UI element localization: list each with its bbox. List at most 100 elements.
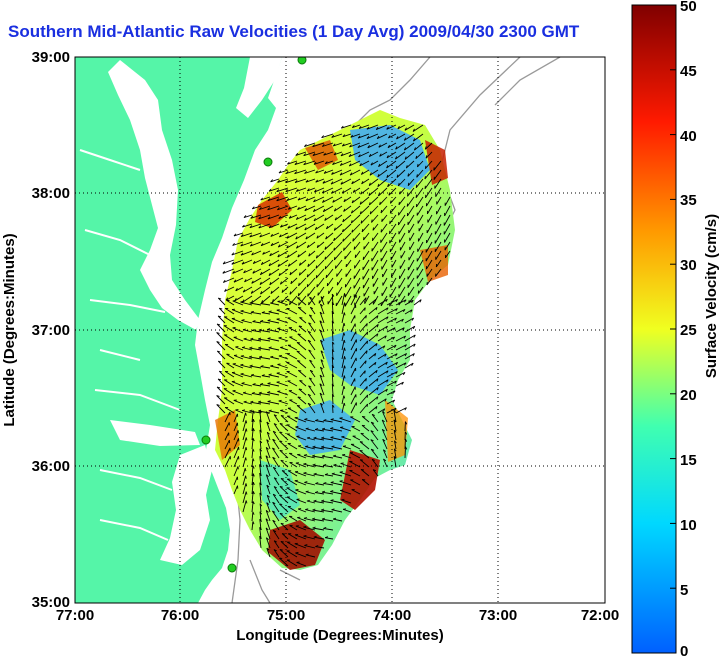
velocity-arrow-head xyxy=(241,409,246,411)
velocity-arrow-head xyxy=(352,189,355,193)
velocity-arrow xyxy=(296,342,307,351)
velocity-arrow-head xyxy=(412,138,416,142)
velocity-arrow xyxy=(377,325,388,333)
velocity-arrow xyxy=(286,433,298,441)
velocity-arrow xyxy=(286,496,298,504)
velocity-arrow-head xyxy=(357,145,361,148)
velocity-arrow-head xyxy=(323,170,327,174)
velocity-arrow-head xyxy=(333,247,335,251)
velocity-arrow xyxy=(349,142,361,148)
velocity-arrow-head xyxy=(411,362,414,367)
velocity-arrow xyxy=(260,366,271,369)
velocity-arrow-head xyxy=(350,210,353,214)
velocity-arrow-head xyxy=(343,247,345,251)
velocity-arrow-head xyxy=(377,183,380,187)
velocity-arrow xyxy=(332,160,343,166)
velocity-arrow-head xyxy=(386,316,389,320)
velocity-arrow-head xyxy=(375,343,378,347)
velocity-arrow-head xyxy=(297,206,300,210)
velocity-arrow-head xyxy=(270,290,273,294)
velocity-arrow-head xyxy=(344,256,346,260)
velocity-arrow xyxy=(278,557,289,567)
velocity-arrow xyxy=(368,406,378,414)
velocity-arrow xyxy=(309,370,316,378)
velocity-arrow xyxy=(294,160,307,166)
velocity-arrow xyxy=(344,250,352,260)
velocity-arrow xyxy=(308,322,316,333)
velocity-arrow xyxy=(233,456,239,468)
velocity-arrow-head xyxy=(258,400,262,403)
velocity-arrow-head xyxy=(321,135,325,139)
velocity-arrow-head xyxy=(303,471,307,474)
velocity-arrow xyxy=(297,517,307,522)
velocity-arrow xyxy=(296,435,307,441)
velocity-arrow xyxy=(350,378,356,387)
velocity-arrow-head xyxy=(259,535,262,539)
velocity-arrow-head xyxy=(281,470,286,472)
velocity-arrow-head xyxy=(249,355,253,358)
velocity-arrow-head xyxy=(332,143,336,147)
velocity-arrow xyxy=(265,518,271,531)
velocity-arrow xyxy=(386,336,395,342)
velocity-arrow xyxy=(330,178,343,185)
velocity-arrow-head xyxy=(252,458,255,462)
velocity-arrow xyxy=(260,241,271,247)
velocity-arrow xyxy=(377,178,388,188)
velocity-arrow xyxy=(333,464,343,468)
velocity-arrow-head xyxy=(325,226,329,230)
velocity-arrow xyxy=(416,259,424,271)
velocity-arrow xyxy=(433,160,442,171)
velocity-arrow xyxy=(272,530,280,540)
velocity-arrow-head xyxy=(375,126,379,130)
velocity-arrow-head xyxy=(411,317,414,321)
velocity-arrow-head xyxy=(349,172,353,176)
velocity-arrow xyxy=(233,336,244,342)
velocity-arrow xyxy=(445,250,451,259)
velocity-arrow-head xyxy=(339,417,343,419)
velocity-arrow-head xyxy=(295,216,299,220)
velocity-arrow-head xyxy=(365,360,367,364)
velocity-arrow xyxy=(242,412,247,423)
velocity-arrow-head xyxy=(323,419,327,421)
velocity-arrow-head xyxy=(404,421,408,425)
velocity-arrow xyxy=(298,277,307,287)
velocity-arrow-head xyxy=(241,261,245,265)
velocity-arrow-head xyxy=(259,527,262,531)
velocity-arrow xyxy=(341,124,352,129)
velocity-arrow xyxy=(407,169,415,177)
velocity-arrow-head xyxy=(252,410,255,414)
velocity-arrow-head xyxy=(308,385,312,388)
velocity-arrow-head xyxy=(313,436,317,439)
velocity-arrow-head xyxy=(313,472,317,475)
velocity-arrow-head xyxy=(277,263,280,267)
velocity-arrow xyxy=(303,151,316,157)
velocity-arrow xyxy=(389,223,397,235)
velocity-arrow xyxy=(382,449,388,459)
velocity-arrow-head xyxy=(386,165,389,169)
velocity-arrow-head xyxy=(362,415,366,418)
velocity-arrow xyxy=(444,241,451,251)
velocity-arrow xyxy=(416,196,424,208)
velocity-arrow-head xyxy=(383,449,386,452)
velocity-arrow-head xyxy=(322,208,326,212)
velocity-arrow xyxy=(267,196,280,202)
velocity-arrow-head xyxy=(393,419,397,423)
velocity-arrow xyxy=(289,214,298,219)
velocity-arrow xyxy=(223,388,235,396)
velocity-arrow xyxy=(366,133,379,140)
velocity-arrow-head xyxy=(313,208,316,212)
velocity-arrow xyxy=(305,509,316,513)
colorbar-tick-label: 20 xyxy=(680,387,697,404)
velocity-arrow xyxy=(286,487,298,495)
velocity-arrow xyxy=(394,440,397,450)
velocity-arrow-head xyxy=(285,180,289,184)
velocity-arrow-head xyxy=(258,355,263,358)
velocity-arrow xyxy=(350,323,356,333)
velocity-arrow-head xyxy=(349,144,352,148)
velocity-arrow-head xyxy=(307,402,312,406)
velocity-arrow xyxy=(249,365,262,369)
velocity-arrow xyxy=(386,169,397,179)
velocity-arrow-head xyxy=(216,332,220,334)
velocity-arrow xyxy=(395,371,406,378)
velocity-arrow xyxy=(250,338,262,342)
